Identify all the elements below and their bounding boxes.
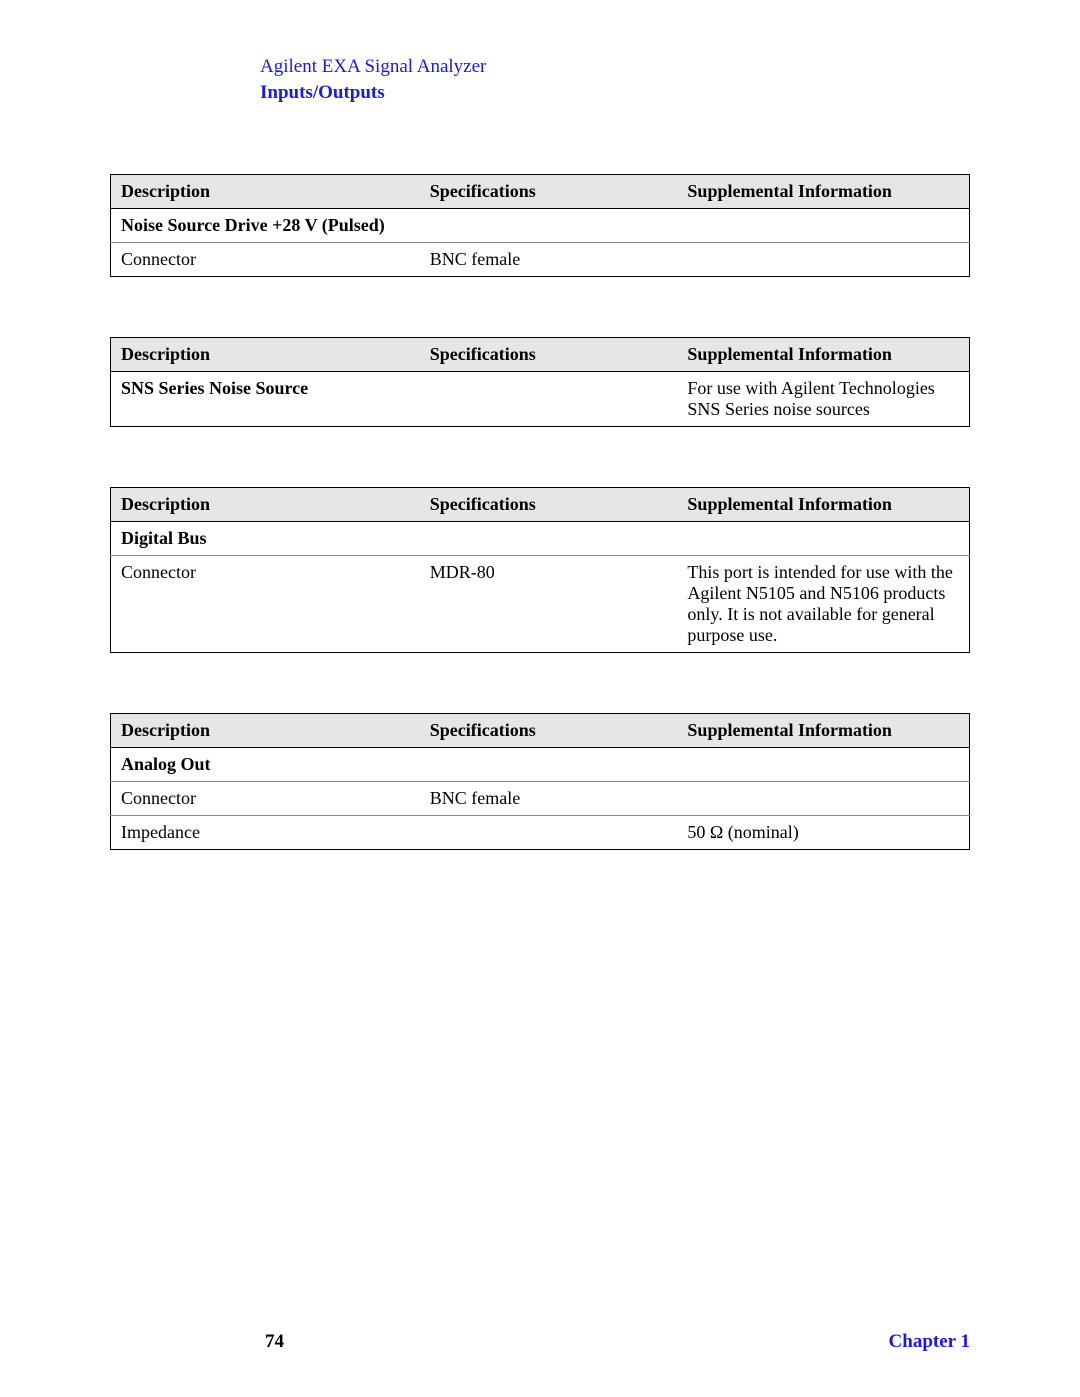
table-row: Connector MDR-80 This port is intended f… — [111, 556, 970, 653]
section-heading: Noise Source Drive +28 V (Pulsed) — [111, 209, 420, 243]
cell-supplemental: This port is intended for use with the A… — [677, 556, 969, 653]
col-header-specifications: Specifications — [420, 338, 678, 372]
chapter-label: Chapter 1 — [889, 1331, 970, 1353]
cell-empty — [677, 522, 969, 556]
col-header-specifications: Specifications — [420, 714, 678, 748]
page-footer: 74 Chapter 1 — [110, 1331, 970, 1353]
cell-empty — [420, 522, 678, 556]
spec-table-analog-out: Description Specifications Supplemental … — [110, 713, 970, 850]
cell-supplemental — [677, 782, 969, 816]
table-row: Connector BNC female — [111, 243, 970, 277]
cell-specification: BNC female — [420, 782, 678, 816]
col-header-supplemental: Supplemental Information — [677, 714, 969, 748]
cell-description: Connector — [111, 243, 420, 277]
col-header-description: Description — [111, 488, 420, 522]
col-header-description: Description — [111, 338, 420, 372]
spec-table-noise-source-drive: Description Specifications Supplemental … — [110, 174, 970, 277]
col-header-supplemental: Supplemental Information — [677, 338, 969, 372]
cell-specification: BNC female — [420, 243, 678, 277]
page-number: 74 — [265, 1331, 284, 1353]
cell-specification — [420, 816, 678, 850]
table-row: Connector BNC female — [111, 782, 970, 816]
page-container: Agilent EXA Signal Analyzer Inputs/Outpu… — [0, 0, 1080, 850]
col-header-supplemental: Supplemental Information — [677, 175, 969, 209]
cell-description: Connector — [111, 556, 420, 653]
cell-supplemental — [677, 243, 969, 277]
cell-empty — [420, 748, 678, 782]
col-header-description: Description — [111, 175, 420, 209]
cell-description: Impedance — [111, 816, 420, 850]
col-header-supplemental: Supplemental Information — [677, 488, 969, 522]
col-header-specifications: Specifications — [420, 488, 678, 522]
cell-empty — [677, 209, 969, 243]
col-header-specifications: Specifications — [420, 175, 678, 209]
section-heading: Analog Out — [111, 748, 420, 782]
cell-supplemental: 50 Ω (nominal) — [677, 816, 969, 850]
cell-empty — [420, 209, 678, 243]
document-title: Agilent EXA Signal Analyzer — [260, 56, 970, 78]
cell-empty — [420, 372, 678, 427]
section-heading: SNS Series Noise Source — [111, 372, 420, 427]
spec-table-sns-noise-source: Description Specifications Supplemental … — [110, 337, 970, 427]
cell-specification: MDR-80 — [420, 556, 678, 653]
cell-supplemental: For use with Agilent Technologies SNS Se… — [677, 372, 969, 427]
table-row: Impedance 50 Ω (nominal) — [111, 816, 970, 850]
cell-description: Connector — [111, 782, 420, 816]
spec-table-digital-bus: Description Specifications Supplemental … — [110, 487, 970, 653]
section-title: Inputs/Outputs — [260, 82, 970, 104]
cell-empty — [677, 748, 969, 782]
section-heading: Digital Bus — [111, 522, 420, 556]
col-header-description: Description — [111, 714, 420, 748]
